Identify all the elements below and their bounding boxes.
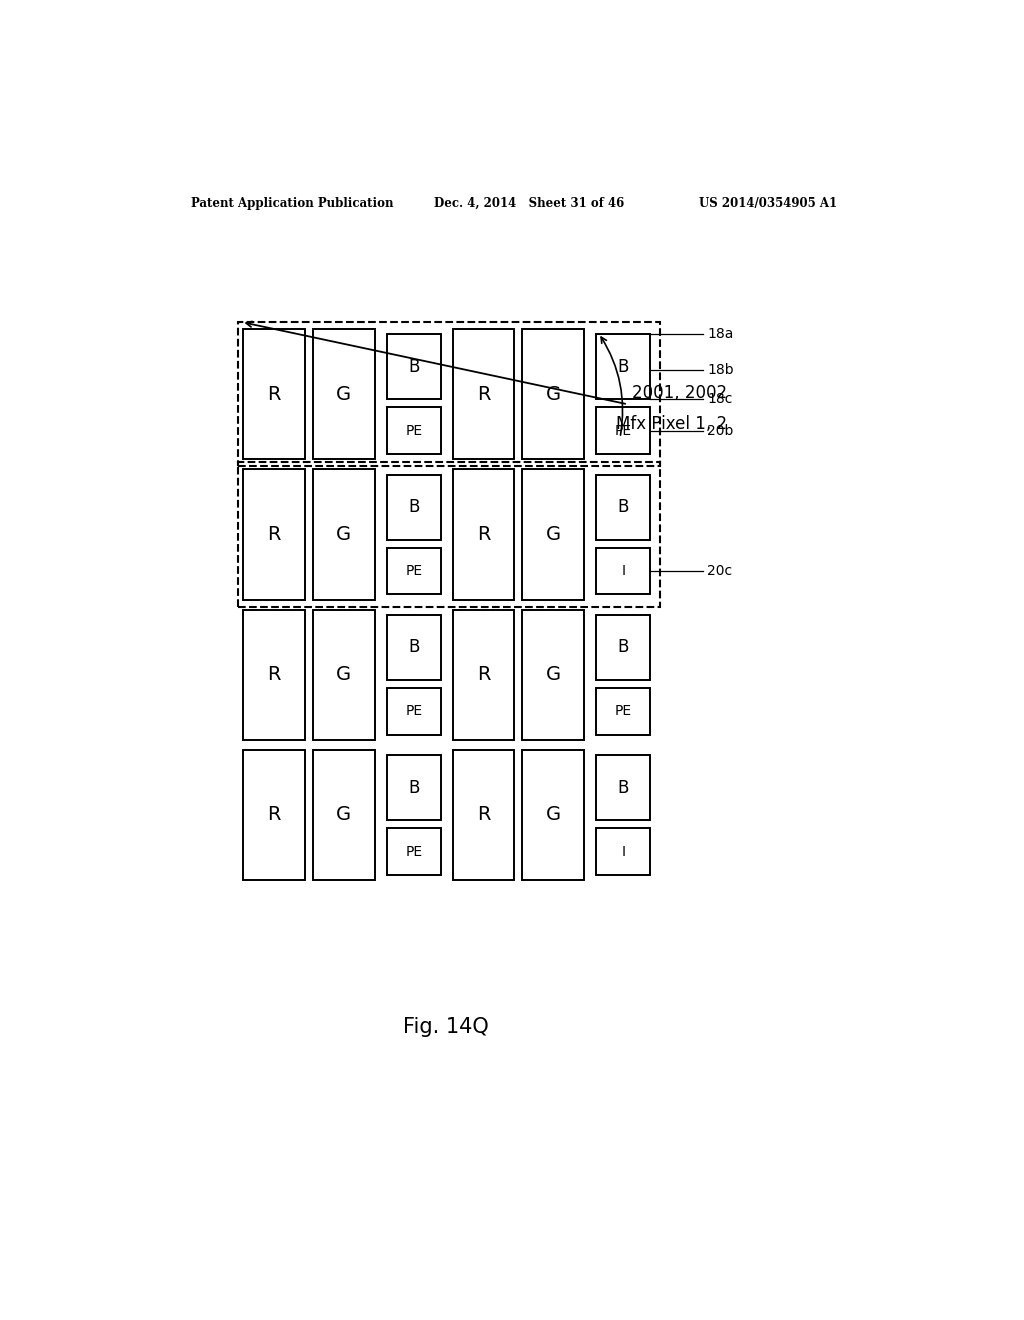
Bar: [313, 750, 375, 880]
Text: G: G: [546, 384, 561, 404]
Text: 2001, 2002: 2001, 2002: [632, 384, 727, 403]
Text: B: B: [408, 639, 420, 656]
Bar: [238, 462, 659, 607]
Text: R: R: [267, 805, 281, 825]
Text: R: R: [477, 384, 490, 404]
Bar: [596, 548, 650, 594]
Bar: [387, 755, 440, 820]
Bar: [243, 470, 305, 599]
Text: PE: PE: [406, 424, 422, 438]
Bar: [522, 329, 585, 459]
Text: Fig. 14Q: Fig. 14Q: [402, 1018, 488, 1038]
Bar: [243, 610, 305, 739]
Bar: [596, 408, 650, 454]
Bar: [453, 610, 514, 739]
Text: G: G: [336, 525, 351, 544]
Text: R: R: [267, 665, 281, 684]
Text: B: B: [408, 358, 420, 376]
Bar: [596, 615, 650, 680]
Bar: [387, 334, 440, 399]
Text: G: G: [546, 665, 561, 684]
Bar: [387, 474, 440, 540]
Text: G: G: [336, 665, 351, 684]
Text: R: R: [477, 805, 490, 825]
Bar: [387, 548, 440, 594]
Text: R: R: [267, 384, 281, 404]
Text: R: R: [267, 525, 281, 544]
Text: Mfx Pixel 1, 2: Mfx Pixel 1, 2: [616, 414, 727, 433]
Text: 18b: 18b: [708, 363, 734, 378]
Bar: [387, 408, 440, 454]
Bar: [596, 474, 650, 540]
Text: PE: PE: [614, 424, 632, 438]
Text: I: I: [622, 845, 626, 858]
Bar: [453, 329, 514, 459]
Bar: [387, 828, 440, 875]
Bar: [453, 470, 514, 599]
Bar: [238, 322, 659, 466]
Bar: [243, 329, 305, 459]
Text: R: R: [477, 525, 490, 544]
Text: 20c: 20c: [708, 564, 732, 578]
Bar: [387, 615, 440, 680]
Bar: [596, 755, 650, 820]
Text: 20b: 20b: [708, 424, 734, 438]
Text: B: B: [617, 498, 629, 516]
Bar: [387, 688, 440, 735]
Text: G: G: [546, 525, 561, 544]
Text: PE: PE: [406, 705, 422, 718]
Text: B: B: [408, 779, 420, 796]
Text: PE: PE: [614, 705, 632, 718]
Text: G: G: [336, 384, 351, 404]
Text: PE: PE: [406, 564, 422, 578]
Bar: [596, 334, 650, 399]
Text: B: B: [617, 358, 629, 376]
Text: B: B: [617, 779, 629, 796]
Text: Dec. 4, 2014   Sheet 31 of 46: Dec. 4, 2014 Sheet 31 of 46: [433, 197, 624, 210]
Text: US 2014/0354905 A1: US 2014/0354905 A1: [699, 197, 838, 210]
Text: B: B: [617, 639, 629, 656]
Bar: [453, 750, 514, 880]
Text: B: B: [408, 498, 420, 516]
Text: PE: PE: [406, 845, 422, 858]
Bar: [243, 750, 305, 880]
Text: G: G: [546, 805, 561, 825]
Text: 18a: 18a: [708, 327, 734, 342]
Bar: [522, 610, 585, 739]
Text: 18c: 18c: [708, 392, 733, 407]
Text: R: R: [477, 665, 490, 684]
Bar: [596, 688, 650, 735]
Text: G: G: [336, 805, 351, 825]
Bar: [522, 470, 585, 599]
Bar: [596, 828, 650, 875]
Bar: [522, 750, 585, 880]
Text: Patent Application Publication: Patent Application Publication: [191, 197, 394, 210]
Text: I: I: [622, 564, 626, 578]
Bar: [313, 610, 375, 739]
Bar: [313, 470, 375, 599]
Bar: [313, 329, 375, 459]
